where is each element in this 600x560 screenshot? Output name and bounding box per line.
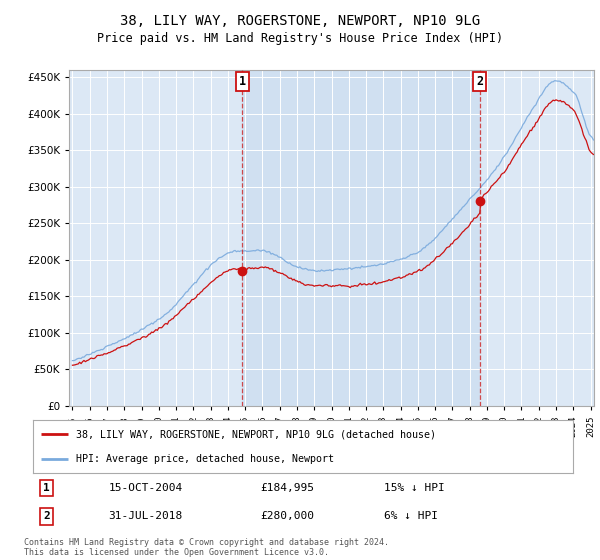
Text: 38, LILY WAY, ROGERSTONE, NEWPORT, NP10 9LG: 38, LILY WAY, ROGERSTONE, NEWPORT, NP10 … [120,14,480,28]
Text: 2: 2 [476,75,483,88]
Text: Price paid vs. HM Land Registry's House Price Index (HPI): Price paid vs. HM Land Registry's House … [97,32,503,45]
Text: HPI: Average price, detached house, Newport: HPI: Average price, detached house, Newp… [76,454,334,464]
Text: 1: 1 [43,483,50,493]
Text: 6% ↓ HPI: 6% ↓ HPI [384,511,438,521]
Bar [242,70,480,406]
Text: 15% ↓ HPI: 15% ↓ HPI [384,483,445,493]
Text: 38, LILY WAY, ROGERSTONE, NEWPORT, NP10 9LG (detached house): 38, LILY WAY, ROGERSTONE, NEWPORT, NP10 … [76,430,436,440]
Text: 31-JUL-2018: 31-JUL-2018 [109,511,183,521]
Text: £280,000: £280,000 [260,511,314,521]
Text: 1: 1 [239,75,246,88]
Text: £184,995: £184,995 [260,483,314,493]
Text: 2: 2 [43,511,50,521]
Text: 15-OCT-2004: 15-OCT-2004 [109,483,183,493]
Text: Contains HM Land Registry data © Crown copyright and database right 2024.
This d: Contains HM Land Registry data © Crown c… [24,538,389,557]
